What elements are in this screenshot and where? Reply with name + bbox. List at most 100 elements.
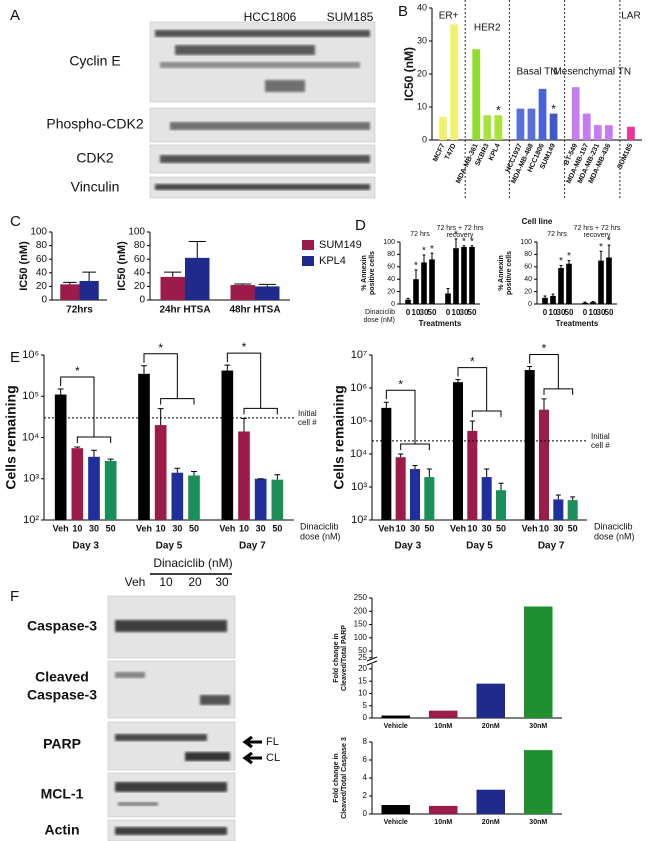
- x-tick-label: 0: [446, 308, 451, 317]
- error-bar: [555, 494, 561, 500]
- y-tick-label: 60: [524, 264, 532, 271]
- error-bar: [527, 365, 533, 371]
- legend-label: KPL4: [319, 255, 346, 267]
- annotation: *: [607, 236, 611, 247]
- bar: [160, 276, 185, 300]
- bar: [88, 456, 100, 520]
- x-tick-label: 50: [272, 523, 282, 533]
- bar: [185, 257, 210, 300]
- significance-bracket: [529, 353, 574, 395]
- reference-label: Initial: [298, 409, 317, 418]
- bar: [524, 606, 553, 718]
- x-tick-label: 72hrs: [66, 305, 93, 316]
- error-bar: [241, 417, 247, 432]
- x-tick-label: 50: [605, 308, 614, 317]
- group-label: Basal TN: [517, 67, 558, 78]
- y-tick-label: 20: [36, 281, 48, 292]
- error-bar: [141, 365, 147, 374]
- group-label: Mesenchymal TN: [553, 67, 631, 78]
- group-label: Day 5: [466, 541, 493, 552]
- x-tick-label: 20nM: [482, 819, 500, 826]
- x-tick-label: 20nM: [482, 723, 500, 730]
- bar: [79, 280, 99, 300]
- x-tick-label: Vehicle: [384, 819, 408, 826]
- y-axis-label-group: Cells remaining: [331, 385, 347, 489]
- error-bar: [234, 283, 252, 286]
- error-bar: [599, 250, 603, 261]
- axis-break: [368, 658, 376, 664]
- error-bar: [383, 401, 389, 408]
- y-axis-label: Fold change in: [333, 753, 340, 802]
- y-tick-label: 10²: [351, 514, 367, 526]
- x-tick-label: 50: [468, 308, 477, 317]
- y-axis-label: IC50 (nM): [18, 241, 30, 291]
- blot-arrow-label: FL: [266, 736, 279, 748]
- bar: [527, 108, 536, 140]
- bar: [590, 302, 596, 304]
- error-bar: [406, 297, 410, 300]
- bar: [104, 460, 117, 520]
- y-tick-label: 4: [363, 773, 368, 782]
- bar: [450, 24, 458, 140]
- group-label: HER2: [474, 23, 501, 34]
- y-axis-label: IC50 (nM): [116, 241, 128, 291]
- error-bar: [570, 496, 576, 501]
- bar: [405, 299, 411, 304]
- x-tick-label: Veh: [450, 523, 466, 533]
- y-tick-label: 15: [358, 676, 367, 685]
- x-tick-label: Vehicle: [384, 723, 408, 730]
- bar: [467, 430, 478, 520]
- x-note: dose (nM): [363, 317, 395, 324]
- error-bar: [398, 453, 404, 458]
- x-tick-label: 30: [172, 523, 182, 533]
- error-bar: [498, 482, 504, 491]
- bar: [188, 475, 200, 520]
- x-tick-label: Veh: [53, 523, 69, 533]
- error-bar: [412, 464, 418, 470]
- x-tick-label: 30: [553, 523, 563, 533]
- blot-row-label: Caspase-3: [27, 687, 97, 703]
- x-tick-label: 10: [467, 523, 477, 533]
- y-axis-label-group: Cells remaining: [3, 385, 19, 489]
- x-tick-label: Veh: [378, 523, 394, 533]
- annotation: *: [422, 246, 426, 257]
- error-bar: [446, 288, 450, 294]
- blot-lane-label: 10: [159, 575, 173, 589]
- x-tick-label: 10: [539, 523, 549, 533]
- y-axis-label-group: IC50 (nM): [18, 241, 30, 291]
- error-bar: [224, 364, 231, 371]
- x-tick-label: 0: [406, 308, 411, 317]
- y-tick-label: 100: [520, 239, 532, 246]
- error-bar: [188, 241, 206, 258]
- bar: [221, 370, 234, 520]
- bar: [566, 263, 572, 304]
- bar: [271, 479, 284, 520]
- bar: [604, 125, 613, 140]
- y-tick-label: 0: [363, 713, 368, 722]
- bar: [476, 683, 505, 718]
- y-tick-label: 100: [30, 227, 47, 238]
- bar: [381, 715, 410, 718]
- bar: [171, 472, 184, 520]
- y-tick-label: 20: [358, 664, 367, 673]
- y-tick-label: 10³: [23, 473, 39, 485]
- x-tick-label: 30: [420, 308, 429, 317]
- bar: [550, 295, 556, 304]
- y-tick-label: 10: [358, 689, 367, 698]
- annotation: *: [567, 251, 571, 262]
- error-bar: [426, 468, 432, 478]
- y-axis-label-group: IC50 (nM): [402, 47, 416, 101]
- axis-break-mark: [366, 660, 378, 666]
- blot-a: [149, 21, 376, 199]
- error-bar: [63, 281, 77, 285]
- bar: [472, 49, 481, 140]
- x-tick-label: 24hr HTSA: [159, 305, 210, 316]
- x-note: Dinaciclib: [300, 521, 339, 531]
- x-tick-label: 10: [396, 523, 406, 533]
- error-bar: [57, 388, 64, 395]
- bar: [413, 279, 419, 304]
- y-axis-label: Cells remaining: [3, 385, 19, 489]
- y-axis-label-group: Fold change in Cleaved/Total PARP: [333, 625, 348, 691]
- x-note: dose (nM): [300, 531, 341, 541]
- x-tick-label: 0: [583, 308, 588, 317]
